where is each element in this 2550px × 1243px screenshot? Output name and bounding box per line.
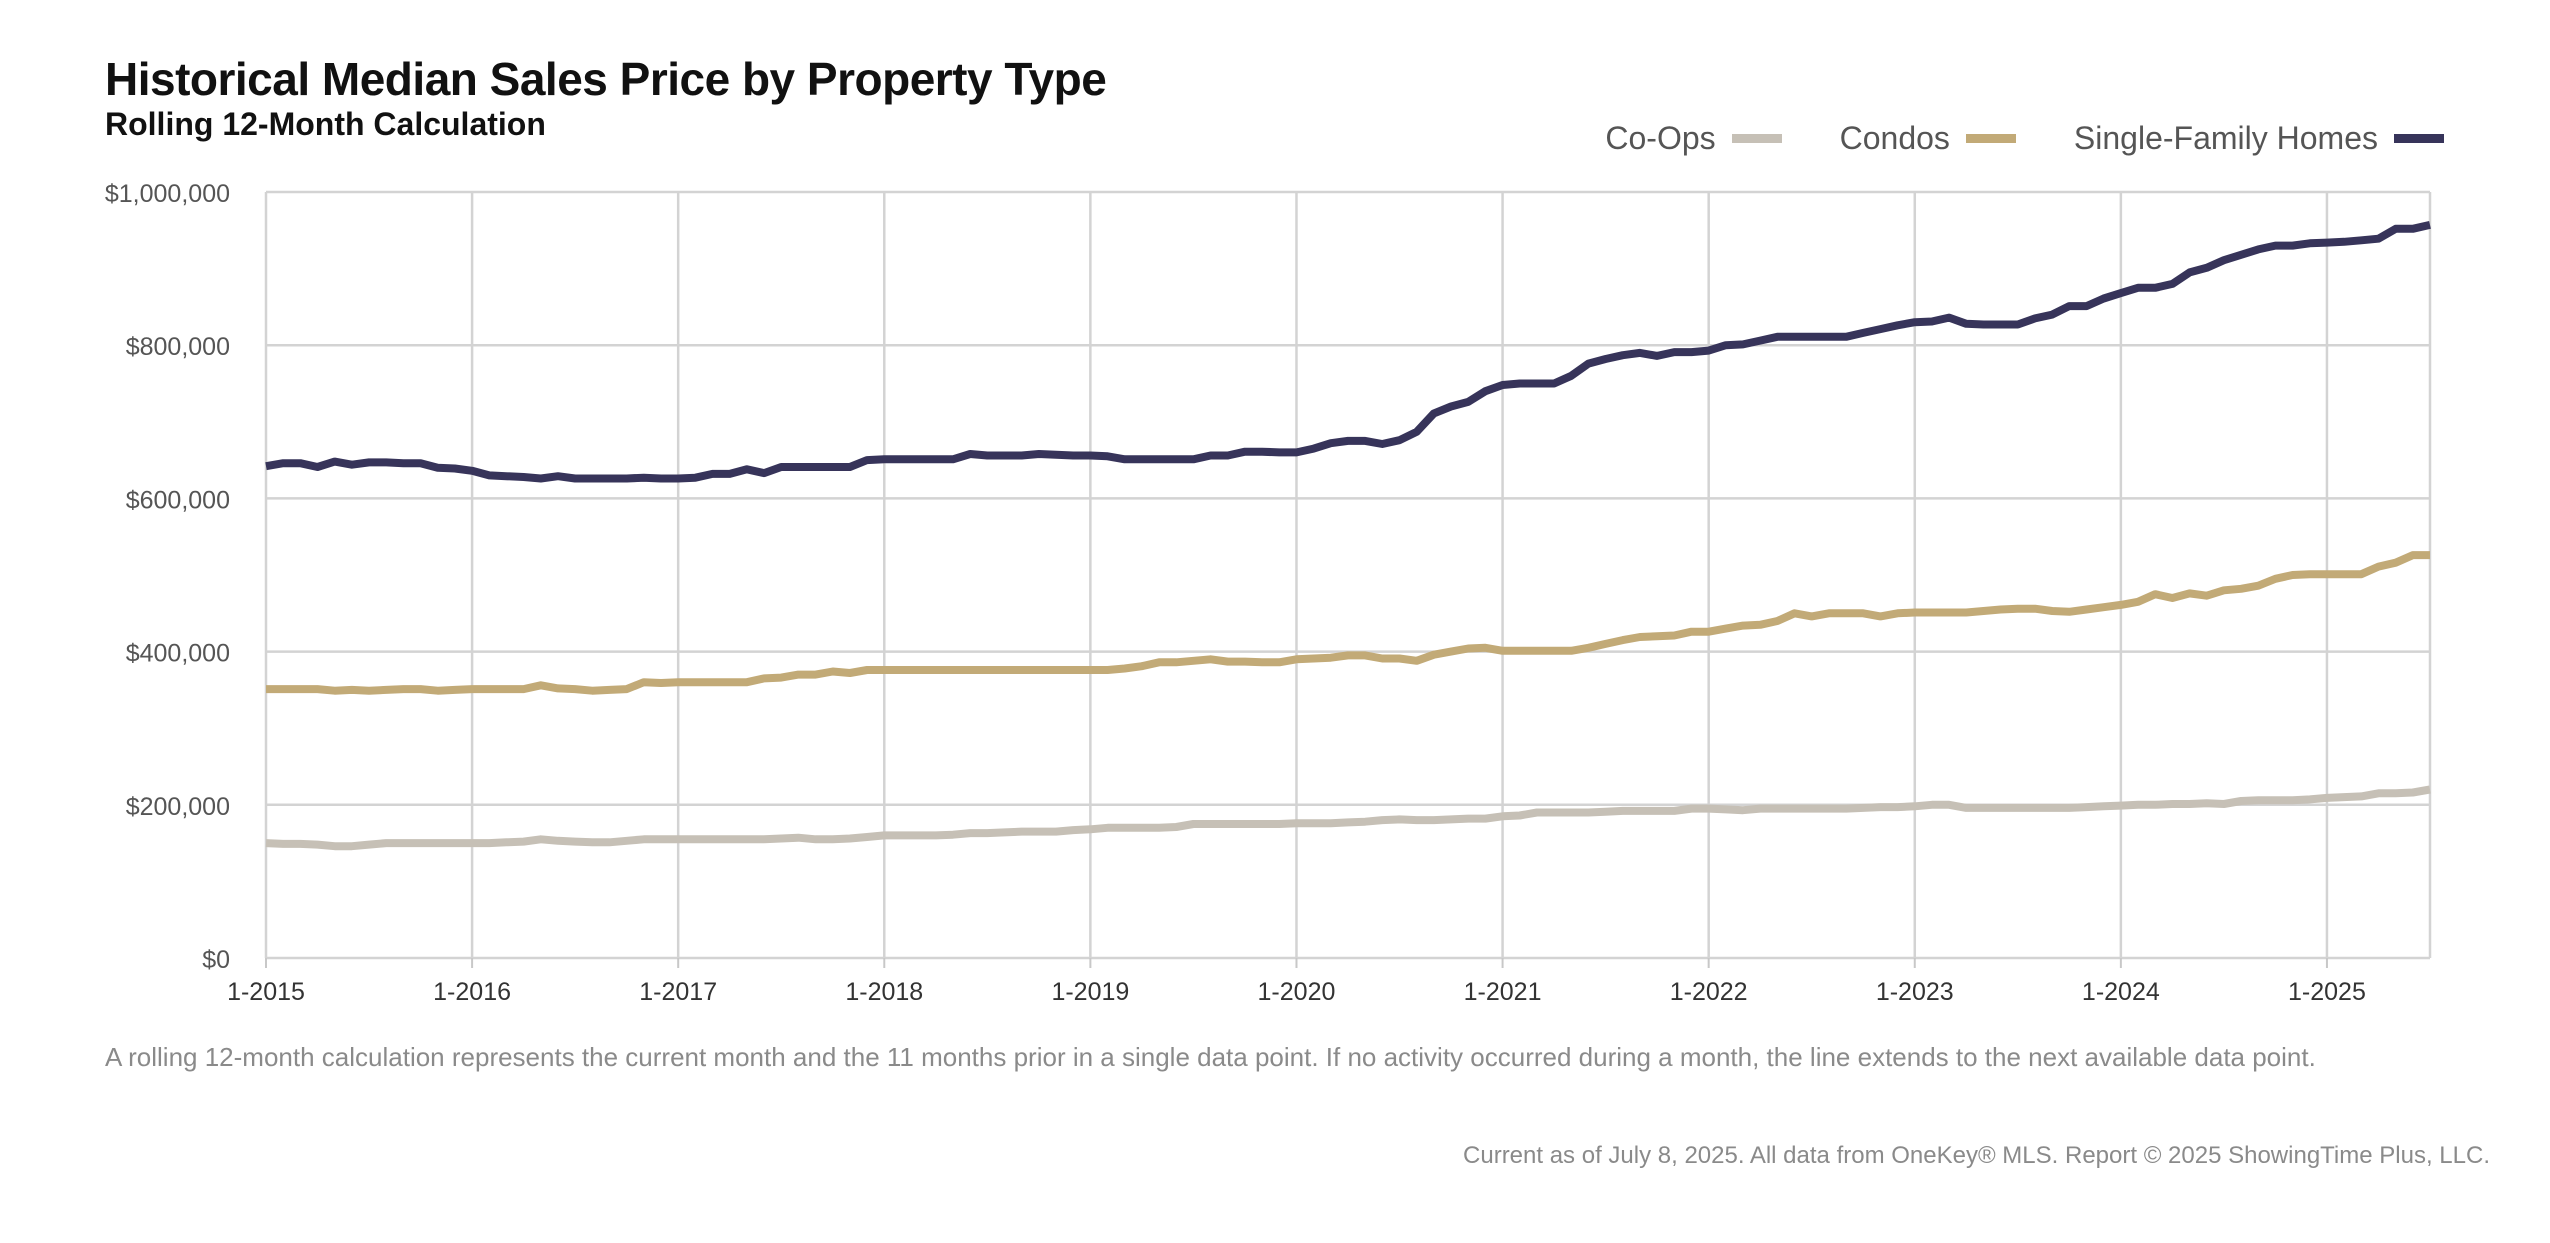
x-tick-label: 1-2016	[433, 978, 511, 1006]
y-tick-label: $800,000	[126, 333, 230, 361]
legend-swatch	[1731, 134, 1782, 143]
chart-title: Historical Median Sales Price by Propert…	[105, 53, 1107, 105]
chart-subtitle: Rolling 12-Month Calculation	[105, 106, 546, 142]
x-tick-label: 1-2024	[2082, 978, 2160, 1006]
y-tick-label: $200,000	[126, 793, 230, 821]
line-chart: $0 $200,000 $400,000 $600,000 $800,000 $1,000…	[105, 180, 2432, 1006]
x-tick-label: 1-2020	[1258, 978, 1336, 1006]
legend-swatch	[1965, 134, 2016, 143]
y-tick-label: $0	[202, 946, 230, 974]
chart-grid	[264, 190, 2432, 960]
series-lines	[265, 220, 2431, 851]
x-tick-label: 1-2019	[1051, 978, 1129, 1006]
legend-item-co-ops: Co-Ops	[1605, 120, 1782, 157]
series-line-condos	[266, 551, 2430, 695]
x-tick-label: 1-2017	[639, 978, 717, 1006]
y-tick-label: $1,000,000	[105, 180, 230, 208]
x-tick-label: 1-2021	[1464, 978, 1542, 1006]
x-tick-label: 1-2023	[1876, 978, 1954, 1006]
x-tick-label: 1-2018	[845, 978, 923, 1006]
legend-swatch	[2394, 134, 2444, 143]
legend-label: Condos	[1839, 120, 1950, 156]
legend-item-single-family-homes: Single-Family Homes	[2074, 120, 2444, 157]
series-line-co-ops	[265, 785, 2431, 851]
x-tick-label: 1-2025	[2288, 978, 2366, 1006]
x-axis-ticks: 1-2015 1-2016 1-2017 1-2018 1-2019 1-2020 1-20…	[227, 958, 2366, 1006]
legend-label: Single-Family Homes	[2073, 120, 2378, 156]
chart-legend: Co-Ops Condos Single-Family Homes	[1605, 120, 2444, 157]
y-axis-ticks: $0 $200,000 $400,000 $600,000 $800,000 $1,000…	[105, 180, 230, 974]
legend-item-condos: Condos	[1840, 120, 2016, 157]
y-tick-label: $600,000	[126, 486, 230, 514]
footnote: A rolling 12-month calculation represent…	[105, 1042, 2316, 1072]
legend-label: Co-Ops	[1605, 120, 1716, 156]
y-tick-label: $400,000	[126, 640, 230, 668]
source-note: Current as of July 8, 2025. All data fro…	[1463, 1142, 2490, 1169]
x-tick-label: 1-2022	[1670, 978, 1748, 1006]
series-line-single-family-homes	[265, 220, 2431, 483]
x-tick-label: 1-2015	[227, 978, 305, 1006]
